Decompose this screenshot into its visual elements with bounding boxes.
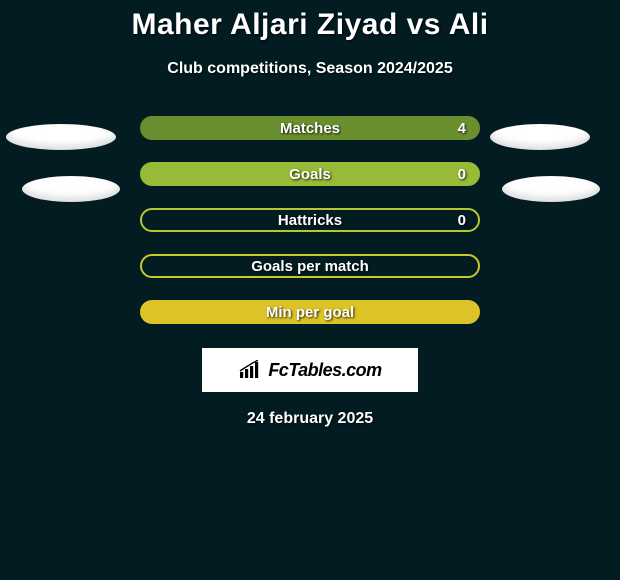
stat-label: Matches [280,120,340,137]
decorative-ellipse [490,124,590,150]
decorative-ellipse [502,176,600,202]
stat-value: 4 [458,120,466,137]
date-text: 24 february 2025 [247,410,373,428]
stat-bar-hattricks: Hattricks 0 [140,208,480,232]
stat-label: Hattricks [278,212,342,229]
page-title: Maher Aljari Ziyad vs Ali [131,8,488,42]
stat-row-hattricks: Hattricks 0 [0,208,620,232]
stat-bar-matches: Matches 4 [140,116,480,140]
stat-row-goals-per-match: Goals per match [0,254,620,278]
decorative-ellipse [6,124,116,150]
stat-row-min-per-goal: Min per goal [0,300,620,324]
stat-label: Goals per match [251,258,369,275]
chart-icon [238,360,264,380]
logo-box: FcTables.com [202,348,418,392]
subtitle: Club competitions, Season 2024/2025 [167,60,452,78]
stat-bar-goals: Goals 0 [140,162,480,186]
stat-label: Min per goal [266,304,354,321]
stat-value: 0 [458,166,466,183]
stat-label: Goals [289,166,331,183]
stat-bar-min-per-goal: Min per goal [140,300,480,324]
logo-text: FcTables.com [268,360,381,381]
decorative-ellipse [22,176,120,202]
stat-bar-goals-per-match: Goals per match [140,254,480,278]
stat-value: 0 [458,212,466,229]
